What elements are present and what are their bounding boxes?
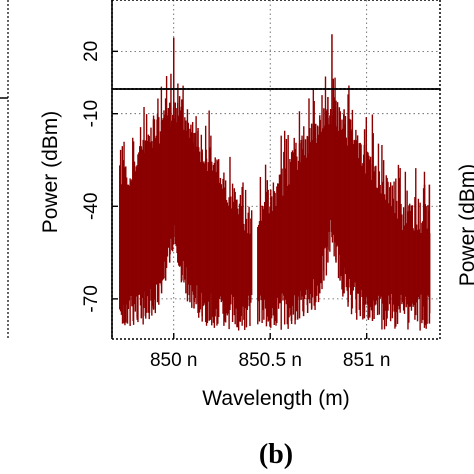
y-axis-title: Power (dBm) [39, 111, 62, 234]
y-tick-label: 20 [81, 41, 102, 62]
y-tick-label: -40 [81, 193, 102, 220]
x-tick-label: 850.5 n [239, 350, 302, 371]
tick-labels: 850 n 850.5 n 851 n 20 -10 -40 -70 [81, 41, 390, 371]
tick-marks [112, 50, 368, 339]
top-panel-frame [111, 0, 441, 90]
chart-area: 850 n 850.5 n 851 n 20 -10 -40 -70 Power (dBm)… [39, 0, 441, 410]
y-tick-label: -10 [81, 100, 102, 127]
y-tick-label: -70 [81, 285, 102, 312]
x-tick-label: 850 n [150, 350, 198, 371]
right-panel-ylabel: Power (dBm) [456, 164, 474, 287]
x-axis-title: Wavelength (m) [202, 387, 349, 410]
spectrum-series [119, 34, 431, 331]
x-tick-label: 851 n [343, 350, 391, 371]
panel-letter: (b) [259, 439, 293, 470]
